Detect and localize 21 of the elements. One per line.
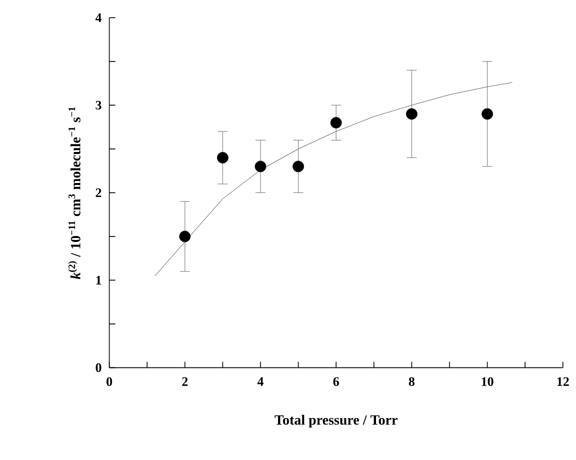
point: [330, 116, 342, 128]
x-axis-title: Total pressure / Torr: [274, 414, 398, 428]
point: [179, 230, 191, 242]
x-tick-label: 8: [408, 377, 415, 386]
text: k$^{(2)}$ / 10$^{−11}$ cm$^{3}$ molecule$^{−1}$ s$^{−1}$: [68, 107, 80, 280]
point: [254, 160, 266, 172]
point: [292, 160, 304, 172]
point: [406, 108, 418, 120]
x-tick-label: 6: [333, 377, 339, 386]
y-tick-label: 4: [95, 13, 102, 22]
x-tick-label: 0: [106, 377, 112, 386]
point: [217, 152, 228, 164]
x-tick-label: 4: [257, 377, 264, 386]
x-tick-label: 2: [182, 377, 188, 386]
x-tick-label: 10: [482, 377, 494, 386]
y-tick-label: 3: [96, 100, 102, 110]
point: [482, 108, 493, 120]
y-tick-label: 0: [96, 363, 102, 372]
y-tick-label: 2: [96, 188, 102, 197]
y-tick-label: 1: [96, 276, 102, 284]
x-tick-label: 12: [557, 377, 569, 386]
